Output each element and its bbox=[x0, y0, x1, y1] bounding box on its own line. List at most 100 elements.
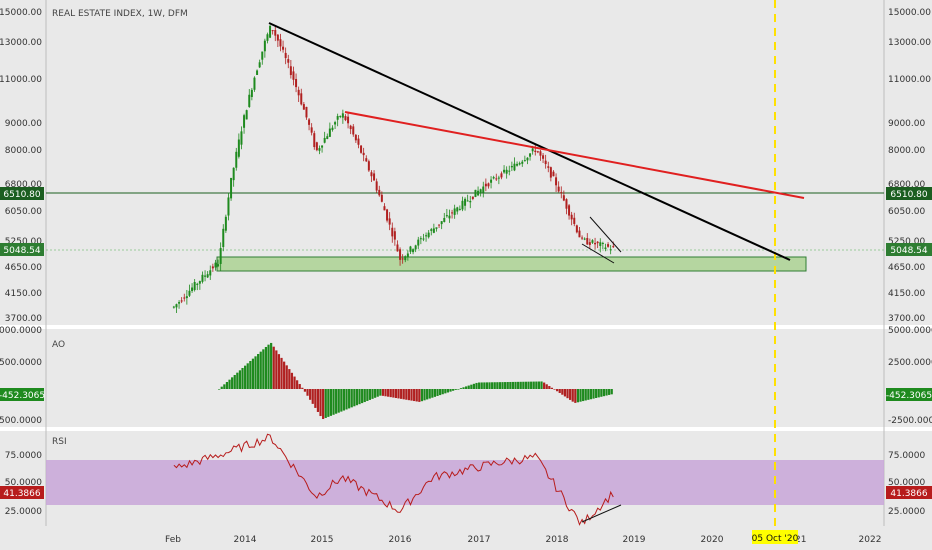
price-tick: 13000.00 bbox=[888, 38, 931, 48]
time-tick: 2015 bbox=[311, 535, 334, 545]
candle-body bbox=[477, 190, 480, 196]
black-trendline[interactable] bbox=[268, 22, 791, 261]
price-tick: 8000.00 bbox=[888, 146, 925, 156]
candle-body bbox=[534, 150, 537, 152]
ao-bar bbox=[431, 389, 434, 398]
ao-bar bbox=[410, 389, 413, 401]
candle-body bbox=[495, 178, 498, 180]
candle-body bbox=[412, 249, 415, 253]
candle-body bbox=[562, 195, 565, 201]
candle-body bbox=[269, 25, 272, 38]
candle-body bbox=[594, 242, 597, 245]
price-tick: 6800.00 bbox=[888, 180, 925, 190]
price-tick: 4150.00 bbox=[888, 289, 925, 299]
ao-bar bbox=[457, 389, 460, 390]
ao-bar bbox=[392, 389, 395, 398]
candle-body bbox=[334, 122, 337, 125]
candle-body bbox=[282, 46, 285, 50]
ao-bar bbox=[485, 382, 489, 389]
ao-value-tag-right-bg bbox=[886, 388, 932, 401]
ao-bar bbox=[363, 389, 366, 403]
candle-body bbox=[375, 181, 378, 191]
candle-body bbox=[586, 238, 589, 245]
date-marker-label[interactable]: 05 Oct '20 bbox=[752, 534, 799, 544]
ao-bar bbox=[465, 386, 468, 389]
ao-bar bbox=[610, 389, 613, 395]
candle-body bbox=[365, 158, 368, 162]
ao-bar bbox=[459, 388, 463, 389]
candle-body bbox=[271, 30, 274, 32]
last-price-tag-left: 5048.54 bbox=[3, 246, 40, 256]
ao-bar bbox=[574, 389, 577, 403]
ao-bar bbox=[272, 346, 275, 389]
rsi-divergence-line[interactable] bbox=[581, 504, 622, 523]
ao-bar bbox=[517, 381, 520, 389]
candle-body bbox=[315, 142, 318, 151]
candle-body bbox=[406, 253, 409, 258]
candle-body bbox=[224, 216, 227, 231]
price-axis-right[interactable]: 15000.00 13000.00 11000.00 9000.00 8000.… bbox=[888, 8, 931, 324]
candle-body bbox=[492, 177, 495, 179]
candle-body bbox=[362, 152, 365, 156]
candle-body bbox=[245, 110, 248, 120]
candle-body bbox=[445, 215, 448, 217]
ao-tick: 2500.0000 bbox=[0, 358, 42, 368]
candle-body bbox=[432, 228, 435, 233]
candle-body bbox=[266, 34, 269, 41]
ao-bar bbox=[566, 389, 569, 399]
ao-bar bbox=[332, 389, 335, 415]
time-tick: 2018 bbox=[546, 535, 569, 545]
channel-upper-line[interactable] bbox=[589, 216, 622, 253]
candle-body bbox=[396, 244, 399, 252]
candle-body bbox=[575, 225, 578, 233]
candle-body bbox=[565, 199, 568, 209]
price-axis[interactable]: 15000.00 13000.00 11000.00 9000.00 8000.… bbox=[0, 8, 42, 324]
candle-body bbox=[427, 232, 430, 238]
candle-body bbox=[440, 221, 443, 225]
candle-body bbox=[414, 245, 417, 250]
candle-body bbox=[336, 116, 339, 120]
ao-bar bbox=[322, 389, 325, 420]
price-tick: 13000.00 bbox=[0, 38, 42, 48]
ao-bar bbox=[311, 389, 314, 404]
candle-body bbox=[321, 145, 324, 148]
candle-body bbox=[609, 249, 612, 251]
price-pane-bg bbox=[0, 0, 932, 325]
candle-body bbox=[378, 189, 381, 196]
ao-bar bbox=[223, 384, 226, 389]
candle-body bbox=[425, 235, 428, 237]
ao-bar bbox=[358, 389, 361, 405]
ao-bar bbox=[394, 389, 398, 399]
ao-bar bbox=[355, 389, 359, 406]
support-zone[interactable] bbox=[216, 256, 807, 272]
red-trendline[interactable] bbox=[344, 111, 805, 199]
ao-bar bbox=[472, 383, 476, 389]
ao-bar bbox=[444, 389, 447, 394]
candle-body bbox=[357, 138, 360, 145]
candle-body bbox=[604, 247, 607, 249]
candle-body bbox=[367, 161, 370, 171]
candle-body bbox=[497, 177, 500, 179]
candle-body bbox=[209, 270, 212, 276]
candle-body bbox=[305, 106, 308, 118]
rsi-value-tag-left: 41.3866 bbox=[3, 489, 40, 499]
channel-lower-line[interactable] bbox=[581, 243, 615, 264]
candle-body bbox=[456, 207, 459, 212]
ao-bar bbox=[288, 369, 291, 389]
candle-body bbox=[521, 161, 524, 164]
time-tick: Feb bbox=[165, 535, 181, 545]
price-tick: 8000.00 bbox=[5, 146, 42, 156]
candle-body bbox=[474, 189, 477, 197]
ao-bar bbox=[290, 372, 294, 389]
candle-body bbox=[237, 139, 240, 157]
candle-body bbox=[380, 194, 383, 202]
ao-bar bbox=[527, 381, 530, 389]
candle-body bbox=[490, 179, 493, 183]
rsi-value-tag-right-bg bbox=[886, 486, 932, 499]
ao-bar bbox=[561, 389, 564, 395]
candle-body bbox=[386, 209, 389, 221]
candle-body bbox=[453, 208, 456, 215]
price-tick: 15000.00 bbox=[888, 8, 931, 18]
price-tick: 6800.00 bbox=[5, 180, 42, 190]
